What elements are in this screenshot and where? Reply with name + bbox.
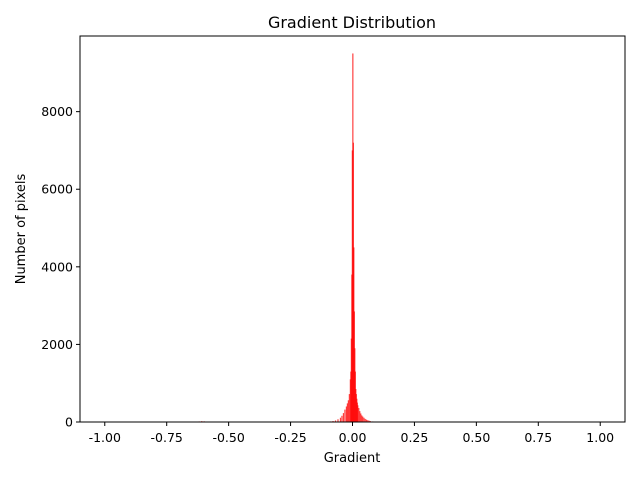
- histogram-bar: [342, 413, 345, 422]
- x-tick-label: 0.25: [401, 430, 429, 445]
- histogram-bar: [361, 415, 363, 422]
- x-axis-label: Gradient: [324, 451, 381, 466]
- histogram-bar: [358, 408, 360, 422]
- histogram-bar: [364, 418, 366, 422]
- y-tick-label: 0: [65, 415, 73, 430]
- y-axis: 0 2000 4000 6000 8000: [41, 104, 80, 430]
- histogram-bar: [339, 417, 342, 422]
- histogram-bar: [368, 420, 370, 422]
- histogram-bar: [359, 411, 361, 422]
- histogram-bar: [345, 406, 348, 422]
- histogram-bar: [348, 394, 350, 422]
- chart-title: Gradient Distribution: [268, 13, 436, 32]
- y-tick-label: 8000: [41, 104, 73, 119]
- histogram-bar: [346, 403, 348, 422]
- x-axis: -1.00 -0.75 -0.50 -0.25 0.00 0.25 0.50 0.75 1.00: [89, 422, 614, 445]
- y-tick-label: 6000: [41, 182, 73, 197]
- x-tick-label: -0.25: [274, 430, 306, 445]
- x-tick-label: -1.00: [89, 430, 121, 445]
- histogram-bar: [341, 415, 343, 422]
- histogram-bar: [360, 413, 362, 422]
- histogram-bar: [334, 420, 337, 422]
- x-tick-label: -0.75: [151, 430, 183, 445]
- histogram-bar: [362, 416, 364, 422]
- histogram-bars: [193, 53, 379, 423]
- x-tick-label: 0.50: [462, 430, 490, 445]
- histogram-bar: [363, 417, 365, 422]
- histogram-bar: [365, 419, 368, 422]
- y-axis-label: Number of pixels: [14, 173, 29, 284]
- y-tick-label: 4000: [41, 259, 73, 274]
- histogram-bar: [347, 400, 349, 422]
- histogram-bar: [357, 405, 359, 422]
- x-tick-label: 0.00: [339, 430, 367, 445]
- histogram-bar: [367, 420, 369, 422]
- x-tick-label: -0.50: [212, 430, 244, 445]
- histogram-bar: [337, 419, 339, 422]
- x-tick-label: 0.75: [524, 430, 552, 445]
- x-tick-label: 1.00: [586, 430, 614, 445]
- y-tick-label: 2000: [41, 337, 73, 352]
- histogram-bar: [344, 409, 346, 422]
